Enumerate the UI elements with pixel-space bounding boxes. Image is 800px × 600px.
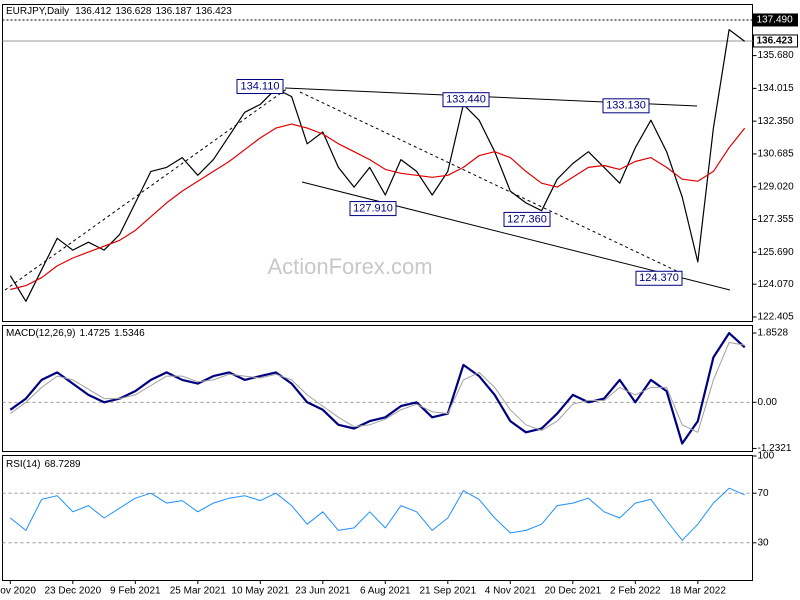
annotation-box bbox=[635, 270, 683, 286]
x-tick-label: 18 Mar 2022 bbox=[670, 586, 727, 597]
annotation-label: 133.440 bbox=[446, 94, 486, 106]
rsi-panel bbox=[2, 455, 753, 581]
annotation-label: 133.130 bbox=[606, 100, 646, 112]
annotation-label: 127.360 bbox=[507, 213, 547, 225]
y-tick-label: 30 bbox=[758, 537, 770, 548]
x-tick-label: 20 Dec 2021 bbox=[544, 586, 601, 597]
watermark: ActionForex.com bbox=[267, 254, 432, 279]
annotation-box bbox=[349, 201, 397, 217]
y-tick-label: 122.405 bbox=[758, 312, 795, 323]
y-tick-label: 129.020 bbox=[758, 181, 795, 192]
x-tick-label: 10 May 2021 bbox=[231, 586, 289, 597]
indicator: RSI(14) bbox=[6, 459, 40, 470]
y-tick-label: 132.350 bbox=[758, 116, 795, 127]
series-line bbox=[10, 123, 746, 291]
x-tick-label: 23 Jun 2021 bbox=[295, 586, 350, 597]
reading: 68.7289 bbox=[44, 459, 81, 470]
x-tick-label: 6 Aug 2021 bbox=[360, 586, 411, 597]
x-tick-label: 23 Dec 2020 bbox=[44, 586, 101, 597]
annotation-box bbox=[236, 79, 284, 95]
x-tick-label: 4 Nov 2021 bbox=[485, 586, 537, 597]
y-tick-label: 1.8528 bbox=[758, 328, 789, 339]
price-label: 136.423 bbox=[757, 36, 794, 47]
price-label-box bbox=[753, 13, 798, 27]
y-tick-label: 135.680 bbox=[758, 50, 795, 61]
annotation-box bbox=[503, 211, 551, 227]
ohlc-value: 136.423 bbox=[196, 6, 233, 17]
annotation-label: 127.910 bbox=[353, 202, 393, 214]
ohlc-value: 136.628 bbox=[115, 6, 152, 17]
macd-panel bbox=[2, 325, 753, 452]
price-label: 137.490 bbox=[757, 15, 794, 26]
y-tick-label: 100 bbox=[758, 451, 775, 462]
annotation-label: 134.110 bbox=[241, 80, 280, 92]
trend-line bbox=[299, 91, 686, 276]
series-line bbox=[9, 332, 746, 445]
annotation-box bbox=[442, 92, 490, 108]
ohlc-value: 136.412 bbox=[75, 6, 112, 17]
reading: 1.4725 bbox=[79, 328, 110, 339]
x-tick-label: 9 Feb 2021 bbox=[110, 586, 161, 597]
indicator: MACD(12,26,9) bbox=[6, 328, 75, 339]
price-label-box bbox=[753, 34, 798, 48]
trend-line bbox=[4, 87, 289, 291]
y-tick-label: 124.070 bbox=[758, 279, 795, 290]
x-tick-label: 25 Mar 2021 bbox=[170, 586, 227, 597]
symbol: EURJPY,Daily bbox=[6, 6, 69, 17]
reading: 1.5346 bbox=[114, 328, 145, 339]
annotation-label: 124.370 bbox=[639, 272, 679, 284]
macd-title: MACD(12,26,9) 1.4725 1.5346 bbox=[6, 328, 145, 339]
ohlc-value: 136.187 bbox=[155, 6, 192, 17]
x-tick-label: 2 Feb 2022 bbox=[610, 586, 661, 597]
y-tick-label: 127.355 bbox=[758, 214, 795, 225]
y-tick-label: -1.2321 bbox=[758, 443, 792, 454]
x-tick-label: 9 Nov 2020 bbox=[0, 586, 36, 597]
price-panel bbox=[2, 4, 753, 322]
annotation-box bbox=[602, 98, 650, 114]
y-tick-label: 134.015 bbox=[758, 83, 795, 94]
series-line bbox=[9, 487, 745, 541]
series-line bbox=[9, 29, 746, 302]
series-line bbox=[10, 342, 745, 433]
y-tick-label: 70 bbox=[758, 488, 770, 499]
y-tick-label: 130.685 bbox=[758, 149, 795, 160]
price-title: EURJPY,Daily 136.412 136.628 136.187 136.423 bbox=[6, 6, 232, 17]
y-tick-label: 0.00 bbox=[758, 397, 778, 408]
rsi-title: RSI(14) 68.7289 bbox=[6, 459, 81, 470]
y-tick-label: 125.690 bbox=[758, 247, 795, 258]
x-tick-label: 21 Sep 2021 bbox=[419, 586, 476, 597]
